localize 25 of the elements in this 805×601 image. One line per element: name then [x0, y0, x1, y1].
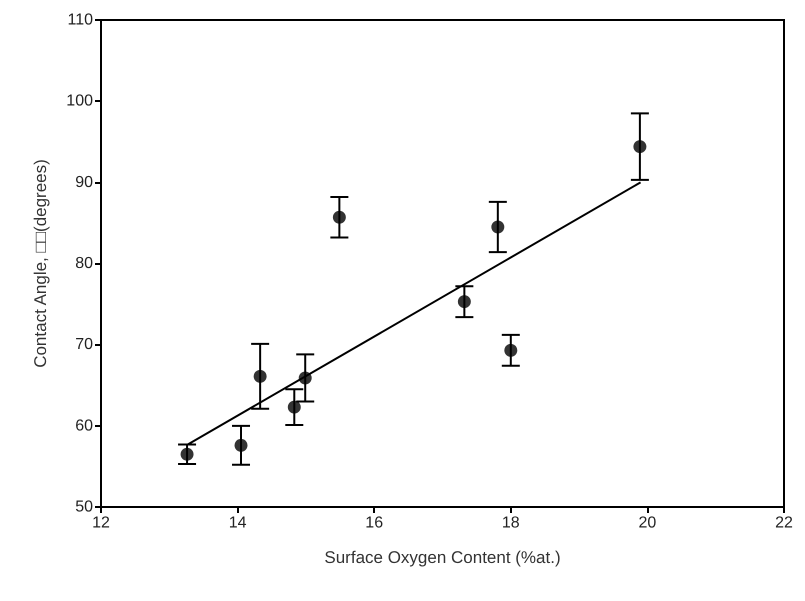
y-tick-label: 110: [67, 12, 94, 28]
x-tick-label: 12: [92, 514, 110, 532]
y-tick-label: 80: [75, 255, 94, 272]
point: [458, 295, 471, 308]
y-tick-label: 50: [75, 498, 94, 516]
y-tick-label: 70: [75, 336, 94, 354]
point: [298, 371, 312, 384]
point: [288, 400, 301, 414]
y-tick-label: 60: [75, 417, 94, 434]
y-axis-title: Contact Angle, □□(degrees): [31, 159, 50, 368]
x-tick-label: 20: [638, 514, 656, 532]
point: [491, 220, 504, 234]
point: [180, 448, 194, 461]
point: [254, 370, 267, 383]
x-tick-label: 22: [775, 514, 793, 532]
x-tick-label: 14: [228, 514, 247, 532]
point: [332, 210, 346, 224]
x-axis-title: Surface Oxygen Content (%at.): [324, 548, 561, 567]
point: [633, 140, 646, 154]
y-tick-label: 100: [66, 92, 94, 110]
point: [504, 344, 518, 357]
y-tick-label: 90: [75, 174, 94, 191]
x-tick-label: 18: [502, 514, 520, 532]
point: [234, 438, 248, 452]
x-tick-label: 16: [365, 514, 384, 532]
